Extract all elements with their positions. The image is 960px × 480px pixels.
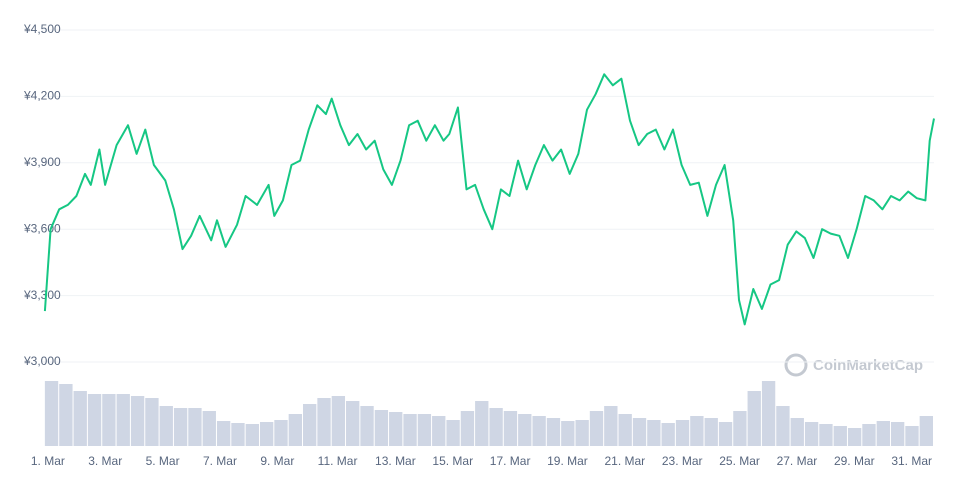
x-tick-label: 9. Mar [260, 454, 294, 468]
volume-bar [173, 408, 188, 446]
volume-bar [475, 401, 489, 446]
volume-bar [761, 381, 776, 446]
y-tick-label: ¥4,500 [23, 22, 61, 36]
volume-bar [733, 411, 747, 446]
volume-bar [546, 418, 561, 446]
volume-bar [216, 421, 231, 446]
volume-bar [862, 424, 876, 446]
volume-bar [73, 391, 87, 446]
volume-bar [432, 416, 446, 446]
volume-bar [905, 426, 919, 446]
volume-bar [833, 426, 847, 446]
x-tick-label: 5. Mar [146, 454, 180, 468]
volume-bar [532, 416, 546, 446]
y-tick-label: ¥3,300 [23, 288, 61, 302]
volume-bar [346, 401, 360, 446]
volume-bar [417, 414, 432, 446]
x-tick-label: 27. Mar [777, 454, 818, 468]
volume-bar [776, 406, 790, 446]
x-tick-label: 29. Mar [834, 454, 875, 468]
volume-bar [647, 420, 661, 446]
volume-bar [632, 418, 647, 446]
y-tick-label: ¥3,600 [23, 221, 61, 235]
volume-bar [718, 422, 733, 446]
volume-bar [188, 408, 202, 446]
volume-bar [518, 414, 532, 446]
volume-bar [145, 398, 159, 446]
watermark-text: CoinMarketCap [813, 357, 923, 374]
volume-bar [130, 396, 145, 446]
volume-bar [303, 404, 317, 446]
x-tick-label: 23. Mar [662, 454, 703, 468]
volume-bar [747, 391, 761, 446]
y-tick-label: ¥3,900 [23, 155, 61, 169]
y-tick-label: ¥4,200 [23, 89, 61, 103]
volume-bar [460, 411, 475, 446]
volume-bar [389, 412, 403, 446]
volume-bar [890, 422, 905, 446]
volume-bar [876, 421, 890, 446]
watermark-logo [784, 353, 808, 377]
volume-bar [589, 411, 604, 446]
volume-bar [87, 394, 102, 446]
price-line [43, 73, 935, 326]
volume-bar [102, 394, 116, 446]
x-tick-label: 15. Mar [432, 454, 473, 468]
volume-bar [604, 406, 618, 446]
volume-bar [288, 414, 303, 446]
volume-bar [819, 424, 833, 446]
x-tick-label: 1. Mar [31, 454, 65, 468]
volume-bar [403, 414, 417, 446]
volume-bar [704, 418, 718, 446]
volume-bar [675, 420, 690, 446]
volume-bar [374, 410, 389, 446]
volume-bar [661, 423, 675, 446]
x-tick-label: 21. Mar [605, 454, 646, 468]
x-tick-label: 17. Mar [490, 454, 531, 468]
volume-bar [274, 420, 288, 446]
volume-bar [331, 396, 346, 446]
volume-bar [259, 422, 274, 446]
volume-bar [231, 423, 245, 446]
volume-bar [618, 414, 632, 446]
volume-bar [804, 422, 819, 446]
volume-bar [919, 416, 933, 446]
x-tick-label: 11. Mar [318, 454, 358, 468]
y-tick-label: ¥3,000 [23, 354, 61, 368]
volume-bar [690, 416, 704, 446]
volume-bar [847, 428, 862, 446]
x-tick-label: 13. Mar [375, 454, 416, 468]
volume-bar [44, 381, 59, 446]
volume-bar [317, 398, 331, 446]
x-tick-label: 25. Mar [719, 454, 760, 468]
volume-bar [360, 406, 374, 446]
x-tick-label: 3. Mar [88, 454, 122, 468]
x-tick-label: 31. Mar [891, 454, 932, 468]
volume-bar [561, 421, 575, 446]
volume-bar [503, 411, 518, 446]
x-tick-label: 19. Mar [547, 454, 588, 468]
volume-bar [245, 424, 259, 446]
volume-bar [446, 420, 460, 446]
volume-bar [489, 408, 503, 446]
x-tick-label: 7. Mar [203, 454, 237, 468]
volume-bar [790, 418, 804, 446]
volume-bar [575, 420, 589, 446]
watermark: CoinMarketCap [784, 353, 923, 377]
volume-bar [59, 384, 73, 446]
volume-bar [202, 411, 216, 446]
volume-bar [159, 406, 173, 446]
volume-bar [116, 394, 130, 446]
